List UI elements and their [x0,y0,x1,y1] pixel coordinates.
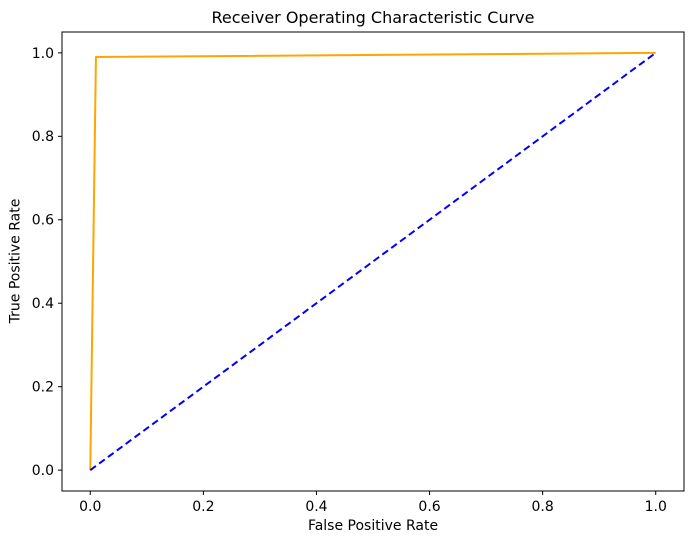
y-tick-label: 0.6 [32,213,54,229]
y-tick-label: 0.4 [32,296,54,312]
x-tick-label: 0.4 [305,499,327,515]
series-line-chance-diagonal [89,52,657,471]
y-tick-label: 0.8 [32,129,54,145]
x-axis-label: False Positive Rate [308,518,438,534]
x-tick-label: 0.6 [418,499,440,515]
x-tick-label: 0.0 [79,499,101,515]
y-tick-label: 0.2 [32,380,54,396]
series-lines [89,51,657,471]
axes-frame [61,31,685,492]
chart-title: Receiver Operating Characteristic Curve [212,8,535,27]
y-tick-label: 0.0 [32,463,54,479]
series-line-roc-curve [89,51,656,471]
y-axis-label: True Positive Rate [7,199,23,325]
x-tick-label: 0.8 [532,499,554,515]
y-tick-label: 1.0 [32,46,54,62]
x-axis-ticks: 0.0 0.2 0.4 0.6 0.8 1.0 [79,491,667,515]
y-axis-ticks: 0.0 0.2 0.4 0.6 0.8 1.0 [32,46,62,479]
x-tick-label: 1.0 [645,499,667,515]
x-tick-label: 0.2 [192,499,214,515]
